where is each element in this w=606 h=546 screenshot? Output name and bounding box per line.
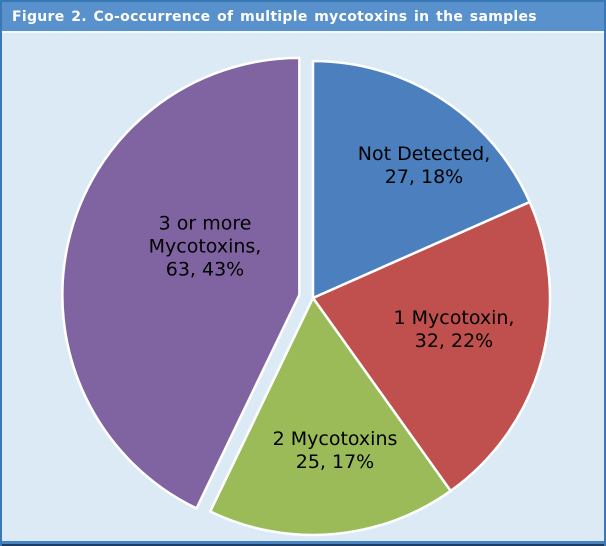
pie-slice-2-mycotoxins	[208, 296, 452, 537]
pie-slice-1-mycotoxin	[311, 200, 552, 493]
figure-title: Figure 2. Co-occurrence of multiple myco…	[12, 8, 537, 25]
pie-slice-not-detected	[311, 59, 531, 300]
figure-title-bar: Figure 2. Co-occurrence of multiple myco…	[2, 2, 604, 31]
pie-chart	[61, 56, 552, 537]
chart-area: Not Detected, 27, 18% 1 Mycotoxin, 32, 22% 2…	[2, 33, 604, 541]
pie-slice-3-or-more-mycotoxins	[61, 56, 301, 510]
header-divider	[2, 31, 604, 33]
bottom-border	[2, 541, 604, 546]
